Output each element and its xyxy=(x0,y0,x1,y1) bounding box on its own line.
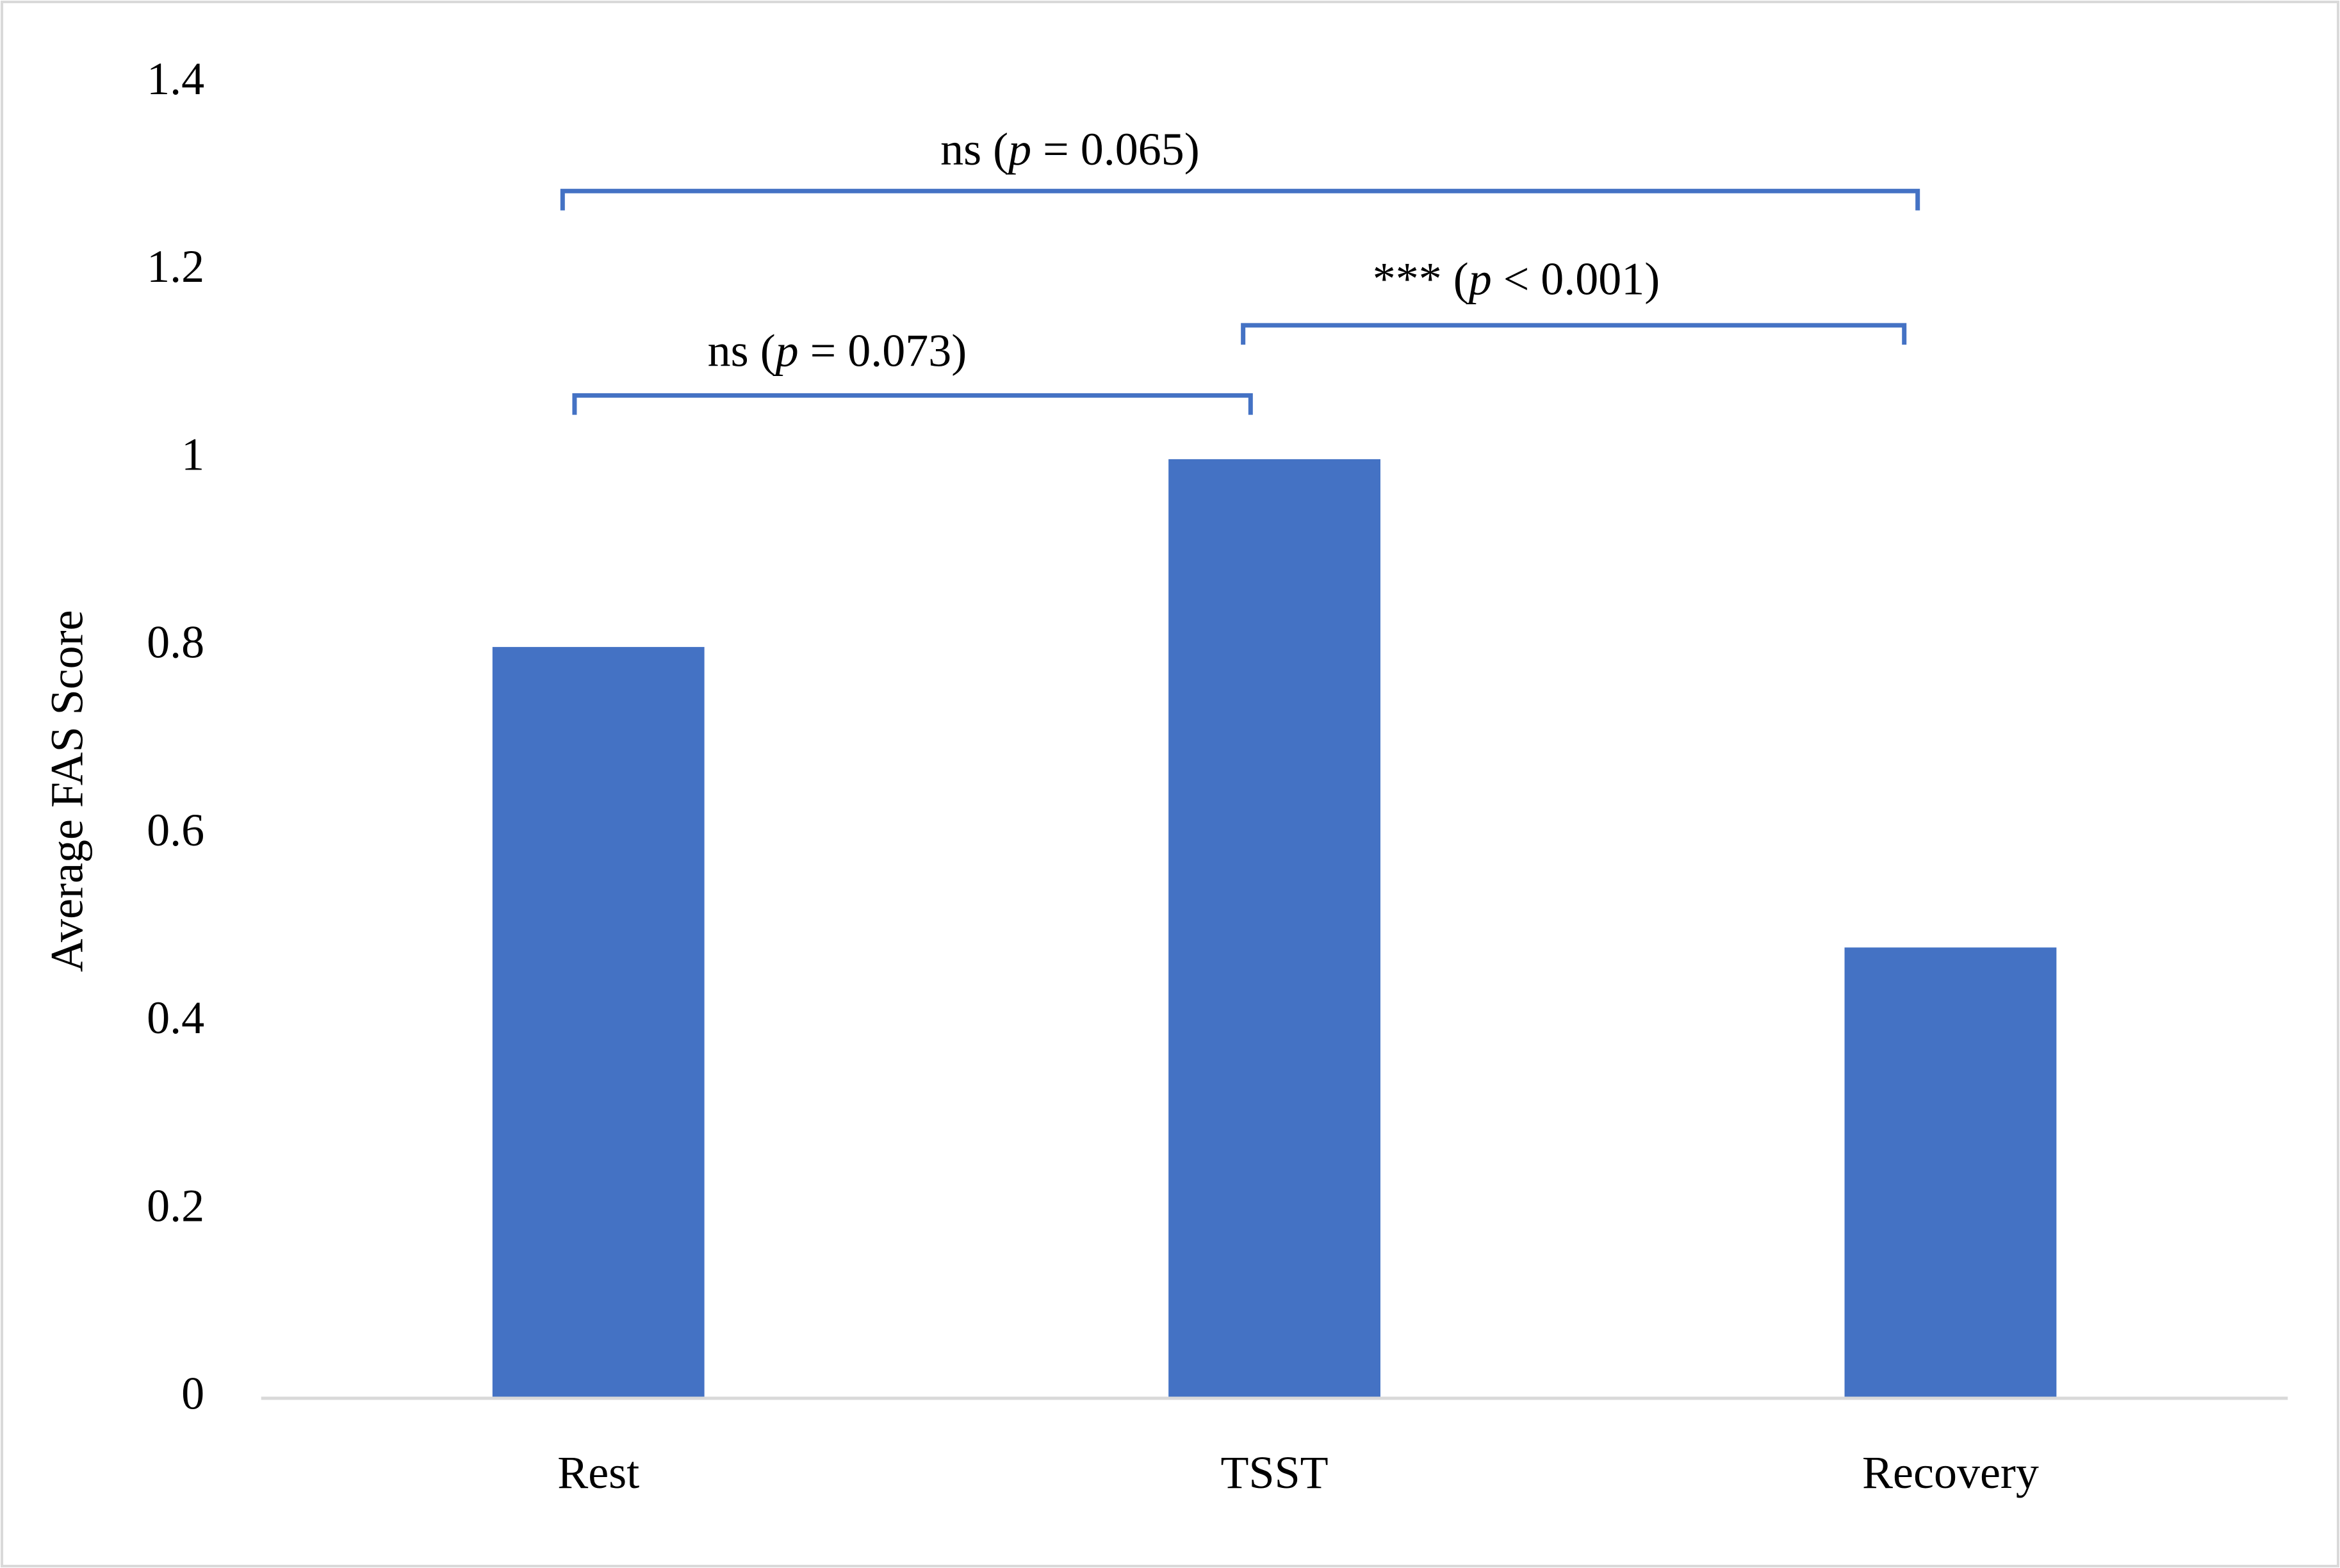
y-tick-label: 1 xyxy=(181,429,204,480)
x-tick-label: Recovery xyxy=(1862,1447,2039,1498)
annotation-part: ns ( xyxy=(708,325,776,376)
annotation: ns (p = 0.065) xyxy=(940,123,1200,174)
annotation-part: p xyxy=(773,325,799,376)
y-tick-label: 0.2 xyxy=(147,1180,204,1231)
x-tick-label: TSST xyxy=(1221,1447,1329,1498)
y-tick-label: 0.8 xyxy=(147,617,204,668)
annotation-part: p xyxy=(1466,253,1492,304)
annotation-part: *** ( xyxy=(1373,253,1469,304)
y-tick-label: 1.4 xyxy=(147,53,204,104)
bar xyxy=(1844,947,2057,1398)
annotation: ns (p = 0.073) xyxy=(708,325,967,376)
annotation-part: < 0.001) xyxy=(1492,253,1660,304)
significance-bracket xyxy=(1241,323,1907,345)
significance-bracket xyxy=(560,188,1920,211)
y-tick-label: 0.6 xyxy=(147,804,204,856)
y-tick-label: 0.4 xyxy=(147,992,204,1043)
y-axis-label: Average FAS Score xyxy=(42,610,93,972)
x-tick-label: Rest xyxy=(557,1447,639,1498)
annotation-part: = 0.073) xyxy=(799,325,967,376)
bar xyxy=(1168,459,1380,1398)
annotation-part: = 0.065) xyxy=(1031,123,1200,174)
annotation-part: ns ( xyxy=(940,123,1008,174)
y-tick-label: 0 xyxy=(181,1368,204,1419)
y-tick-label: 1.2 xyxy=(147,241,204,292)
significance-bracket xyxy=(572,393,1253,415)
annotation-part: p xyxy=(1005,123,1031,174)
bar xyxy=(492,647,705,1398)
annotation: *** (p < 0.001) xyxy=(1373,253,1660,304)
